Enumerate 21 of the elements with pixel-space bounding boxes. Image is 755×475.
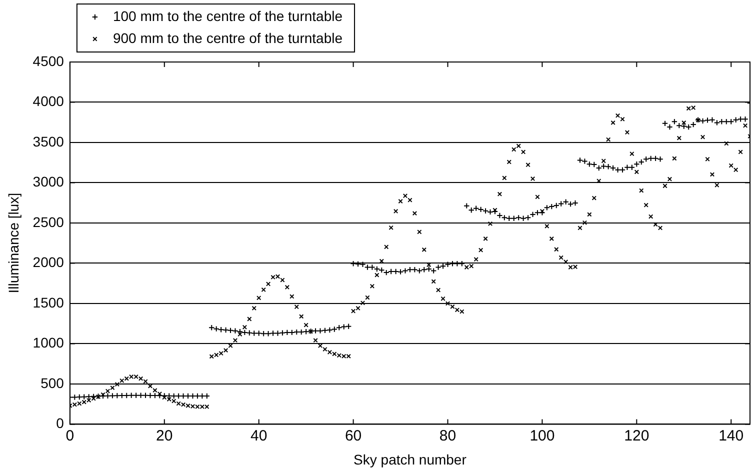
x-tick-label: 40 xyxy=(250,427,268,444)
x-tick-label: 20 xyxy=(156,427,173,444)
y-tick-label: 3000 xyxy=(32,174,64,190)
x-tick-label: 60 xyxy=(344,427,362,444)
legend-label: 100 mm to the centre of the turntable xyxy=(112,8,343,24)
x-tick-label: 120 xyxy=(624,427,650,444)
x-tick-label: 140 xyxy=(718,427,744,444)
y-tick-label: 2000 xyxy=(32,254,64,270)
y-tick-label: 0 xyxy=(56,415,64,432)
y-tick-label: 500 xyxy=(40,374,64,391)
x-axis-title: Sky patch number xyxy=(354,451,467,468)
x-tick-label: 80 xyxy=(439,427,456,444)
x-tick-label: 100 xyxy=(530,427,555,444)
y-tick-label: 4500 xyxy=(32,52,64,69)
y-tick-label: 1500 xyxy=(32,294,64,310)
y-tick-label: 3500 xyxy=(32,133,64,150)
y-tick-label: 2500 xyxy=(32,214,64,230)
y-tick-label: 4000 xyxy=(32,93,64,110)
y-axis-title: Illuminance [lux] xyxy=(5,192,22,294)
legend-label: 900 mm to the centre of the turntable xyxy=(112,30,343,46)
y-tick-label: 1000 xyxy=(32,334,64,351)
